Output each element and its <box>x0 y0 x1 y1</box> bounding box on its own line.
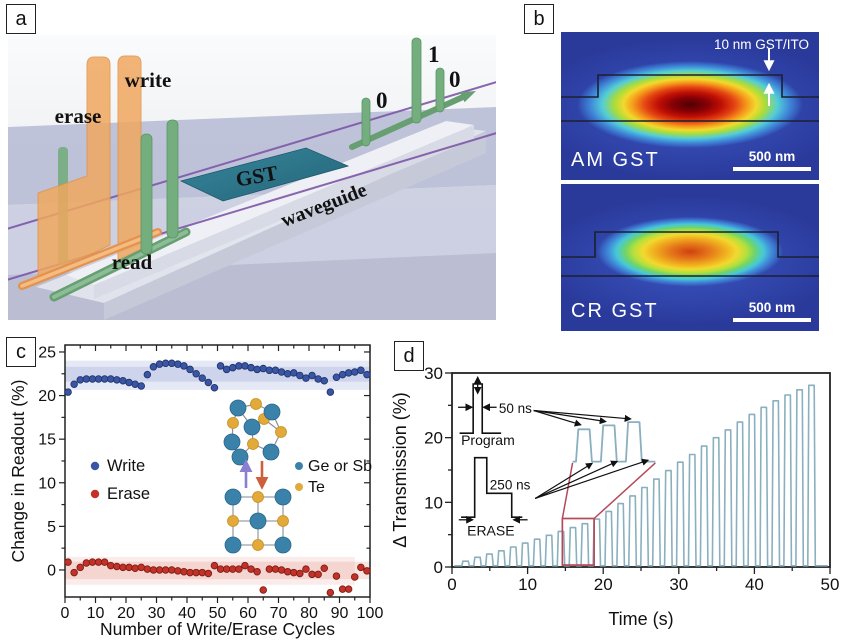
svg-text:Erase: Erase <box>107 485 150 503</box>
plot-area: 0 10 20 30 40 50 0 10 20 30 Time (s) Δ Transmission… <box>390 364 839 629</box>
svg-text:Time (s): Time (s) <box>608 609 673 629</box>
output-bit-pulse-0 <box>361 97 371 147</box>
svg-text:0: 0 <box>447 575 456 594</box>
structure-inset: Ge or Sb Te <box>223 398 372 554</box>
panel-label-b: b <box>524 4 554 34</box>
annotation-arrow <box>533 409 632 423</box>
gst-patch <box>179 147 350 202</box>
cr-rib-outline <box>561 231 819 277</box>
svg-text:20: 20 <box>594 575 613 594</box>
bit-label-1: 1 <box>428 42 440 67</box>
svg-text:50: 50 <box>821 575 840 594</box>
svg-text:Te: Te <box>308 479 325 496</box>
output-rod <box>349 94 466 150</box>
bit-label-2: 0 <box>449 67 461 92</box>
annotation-arrow <box>534 462 594 499</box>
erase-series <box>64 558 371 597</box>
bit-label-0: 0 <box>376 88 388 113</box>
svg-text:30: 30 <box>148 605 166 622</box>
transmission-trace <box>454 384 828 567</box>
output-bit-pulse-2 <box>435 67 445 113</box>
svg-text:15: 15 <box>38 432 56 449</box>
scale-bar-label-bottom: 500 nm <box>748 300 796 315</box>
svg-text:10: 10 <box>424 493 443 512</box>
zoom-box <box>561 517 595 566</box>
svg-text:20: 20 <box>424 429 443 448</box>
read-pulse-1 <box>140 133 153 255</box>
green-input-rod-highlight <box>52 230 188 299</box>
svg-text:40: 40 <box>745 575 764 594</box>
svg-text:0: 0 <box>61 605 70 622</box>
scale-bar-bottom <box>733 317 811 322</box>
svg-text:Ge or Sb: Ge or Sb <box>308 458 372 475</box>
svg-text:0: 0 <box>434 558 443 577</box>
svg-text:Number of Write/Erase Cycles: Number of Write/Erase Cycles <box>100 619 335 639</box>
mode-profile-crystalline: CR GST 500 nm <box>561 184 819 331</box>
svg-text:250 ns: 250 ns <box>490 477 531 492</box>
erase-label: erase <box>55 104 102 128</box>
am-rib-outline <box>561 48 819 122</box>
zoomed-pulses <box>572 421 656 463</box>
rib-outline <box>561 74 819 98</box>
erase-pulse-shape <box>37 56 111 281</box>
read-pulse-2 <box>166 119 179 239</box>
transmission-time-chart: 0 10 20 30 40 50 0 10 20 30 Time (s) Δ Transmission… <box>390 364 839 629</box>
panel-label-c: c <box>6 337 36 367</box>
write-label: write <box>125 68 172 92</box>
svg-text:10: 10 <box>87 605 105 622</box>
svg-text:80: 80 <box>300 605 318 622</box>
svg-text:40: 40 <box>178 605 196 622</box>
svg-text:5: 5 <box>47 519 56 536</box>
waveguide-pedestal-front <box>104 131 486 320</box>
cycling-endurance-chart: 0 10 20 30 40 50 60 70 80 90 100 0 5 10 15 20 25 Number o… <box>10 344 383 639</box>
plot-area: 0 10 20 30 40 50 60 70 80 90 100 0 5 10 15 20 25 Number o… <box>10 344 383 639</box>
output-bit-pulse-1 <box>411 37 422 124</box>
svg-text:10: 10 <box>518 575 537 594</box>
svg-text:30: 30 <box>424 364 443 383</box>
gst-ito-annotation: 10 nm GST/ITO <box>713 37 809 52</box>
svg-text:100: 100 <box>357 605 384 622</box>
annotation-arrow <box>534 460 619 500</box>
annotation-arrow <box>533 409 607 425</box>
program-pulse-glyph <box>458 375 502 434</box>
am-gst-label: AM GST <box>571 149 660 171</box>
svg-text:60: 60 <box>239 605 257 622</box>
svg-text:Change in Readout (%): Change in Readout (%) <box>10 380 28 563</box>
svg-text:10: 10 <box>38 475 56 492</box>
svg-text:Write: Write <box>107 457 145 475</box>
svg-text:20: 20 <box>38 388 56 405</box>
panel-a-schematic: erase write read GST waveguide 0 1 0 <box>8 35 496 320</box>
svg-text:50 ns: 50 ns <box>499 401 532 416</box>
svg-text:25: 25 <box>38 344 56 361</box>
svg-text:90: 90 <box>331 605 349 622</box>
scale-bar-label-top: 500 nm <box>748 149 796 164</box>
legend: Write Erase <box>90 457 150 503</box>
write-pulse-shape <box>117 55 142 261</box>
panel-label-a: a <box>6 4 36 34</box>
annotation-arrow <box>533 409 582 427</box>
svg-text:ERASE: ERASE <box>467 522 514 538</box>
svg-text:30: 30 <box>669 575 688 594</box>
cr-gst-label: CR GST <box>571 300 659 322</box>
orange-input-rod-highlight <box>20 230 160 288</box>
erase-pulse-glyph <box>458 456 528 524</box>
output-arrowhead <box>460 91 476 103</box>
annotation-arrow <box>534 458 650 500</box>
rib-outline <box>561 231 819 258</box>
panel-label-d: d <box>394 341 424 371</box>
svg-text:Δ Transmission (%): Δ Transmission (%) <box>390 392 410 547</box>
read-label: read <box>112 250 153 274</box>
svg-text:20: 20 <box>117 605 135 622</box>
svg-text:70: 70 <box>270 605 288 622</box>
write-series <box>64 359 371 396</box>
svg-text:0: 0 <box>47 562 56 579</box>
svg-text:Program: Program <box>461 432 515 448</box>
mode-profile-amorphous: 10 nm GST/ITO AM GST 500 nm <box>561 32 819 180</box>
scale-bar-top <box>733 166 811 171</box>
svg-text:50: 50 <box>209 605 227 622</box>
